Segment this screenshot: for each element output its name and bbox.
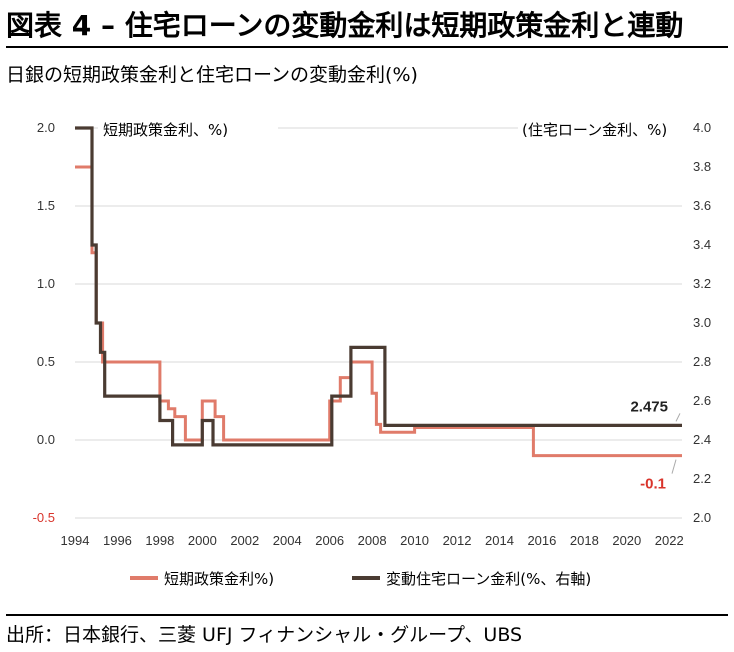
x-tick-label: 1994	[61, 533, 90, 548]
x-tick-label: 2000	[188, 533, 217, 548]
right-tick-label: 3.6	[693, 198, 711, 213]
annotation-leader	[675, 413, 681, 422]
legend-label-policy-rate: 短期政策金利%)	[164, 570, 274, 588]
x-tick-label: 2002	[230, 533, 259, 548]
left-axis-ticks: 2.0 1.5 1.0 0.5 0.0 -0.5	[33, 120, 55, 525]
x-tick-label: 2018	[570, 533, 599, 548]
chart-title: 図表 4 – 住宅ローンの変動金利は短期政策金利と連動	[6, 9, 684, 42]
left-tick-label: 0.5	[37, 354, 55, 369]
right-tick-label: 2.8	[693, 354, 711, 369]
right-axis-ticks: 4.0 3.8 3.6 3.4 3.2 3.0 2.8 2.6 2.4 2.2 2.0	[693, 120, 711, 525]
annotation-mortgage-last: 2.475	[630, 398, 668, 415]
annotation-policy-last: -0.1	[640, 476, 666, 493]
legend: 短期政策金利%) 変動住宅ローン金利(%、右軸)	[130, 570, 591, 588]
x-tick-label: 2004	[273, 533, 302, 548]
chart-subtitle: 日銀の短期政策金利と住宅ローンの変動金利(%)	[6, 64, 418, 86]
x-tick-label: 2008	[358, 533, 387, 548]
x-tick-label: 2014	[485, 533, 514, 548]
x-tick-label: 2016	[527, 533, 556, 548]
right-axis-title: (住宅ローン金利、%)	[522, 121, 667, 139]
series-line-policy-rate	[75, 165, 682, 458]
right-tick-label: 4.0	[693, 120, 711, 135]
annotation-leader	[671, 459, 677, 474]
left-tick-label: -0.5	[33, 510, 55, 525]
legend-label-mortgage-rate: 変動住宅ローン金利(%、右軸)	[386, 570, 591, 588]
right-tick-label: 3.2	[693, 276, 711, 291]
left-tick-label: 1.0	[37, 276, 55, 291]
series-lines	[75, 126, 682, 458]
source-note: 出所：日本銀行、三菱 UFJ フィナンシャル・グループ、UBS	[6, 624, 523, 646]
value-annotations: 2.475 -0.1	[630, 398, 681, 493]
right-tick-label: 2.6	[693, 393, 711, 408]
right-tick-label: 3.8	[693, 159, 711, 174]
series-line-mortgage-rate	[75, 126, 682, 447]
right-tick-label: 2.4	[693, 432, 711, 447]
right-axis-title-bg	[518, 119, 688, 139]
x-tick-label: 2010	[400, 533, 429, 548]
right-tick-label: 3.0	[693, 315, 711, 330]
chart-area: 2.0 1.5 1.0 0.5 0.0 -0.5 4.0 3.8 3.6 3.4 3.2 3.0 2.…	[33, 119, 711, 588]
right-tick-label: 3.4	[693, 237, 711, 252]
title-rule	[6, 46, 728, 48]
source-rule	[6, 614, 728, 616]
left-tick-label: 1.5	[37, 198, 55, 213]
x-tick-label: 1998	[145, 533, 174, 548]
left-axis-title-bg	[98, 119, 278, 139]
x-tick-label: 1996	[103, 533, 132, 548]
gridlines	[75, 127, 682, 519]
x-tick-label: 2006	[315, 533, 344, 548]
right-tick-label: 2.0	[693, 510, 711, 525]
left-tick-label: 2.0	[37, 120, 55, 135]
left-axis-title: 短期政策金利、%)	[103, 121, 228, 139]
left-tick-label: 0.0	[37, 432, 55, 447]
x-tick-label: 2012	[443, 533, 472, 548]
x-axis-ticks: 1994 1996 1998 2000 2002 2004 2006 2008 2010 2012…	[61, 533, 684, 548]
right-tick-label: 2.2	[693, 471, 711, 486]
x-tick-label: 2022	[655, 533, 684, 548]
x-tick-label: 2020	[612, 533, 641, 548]
